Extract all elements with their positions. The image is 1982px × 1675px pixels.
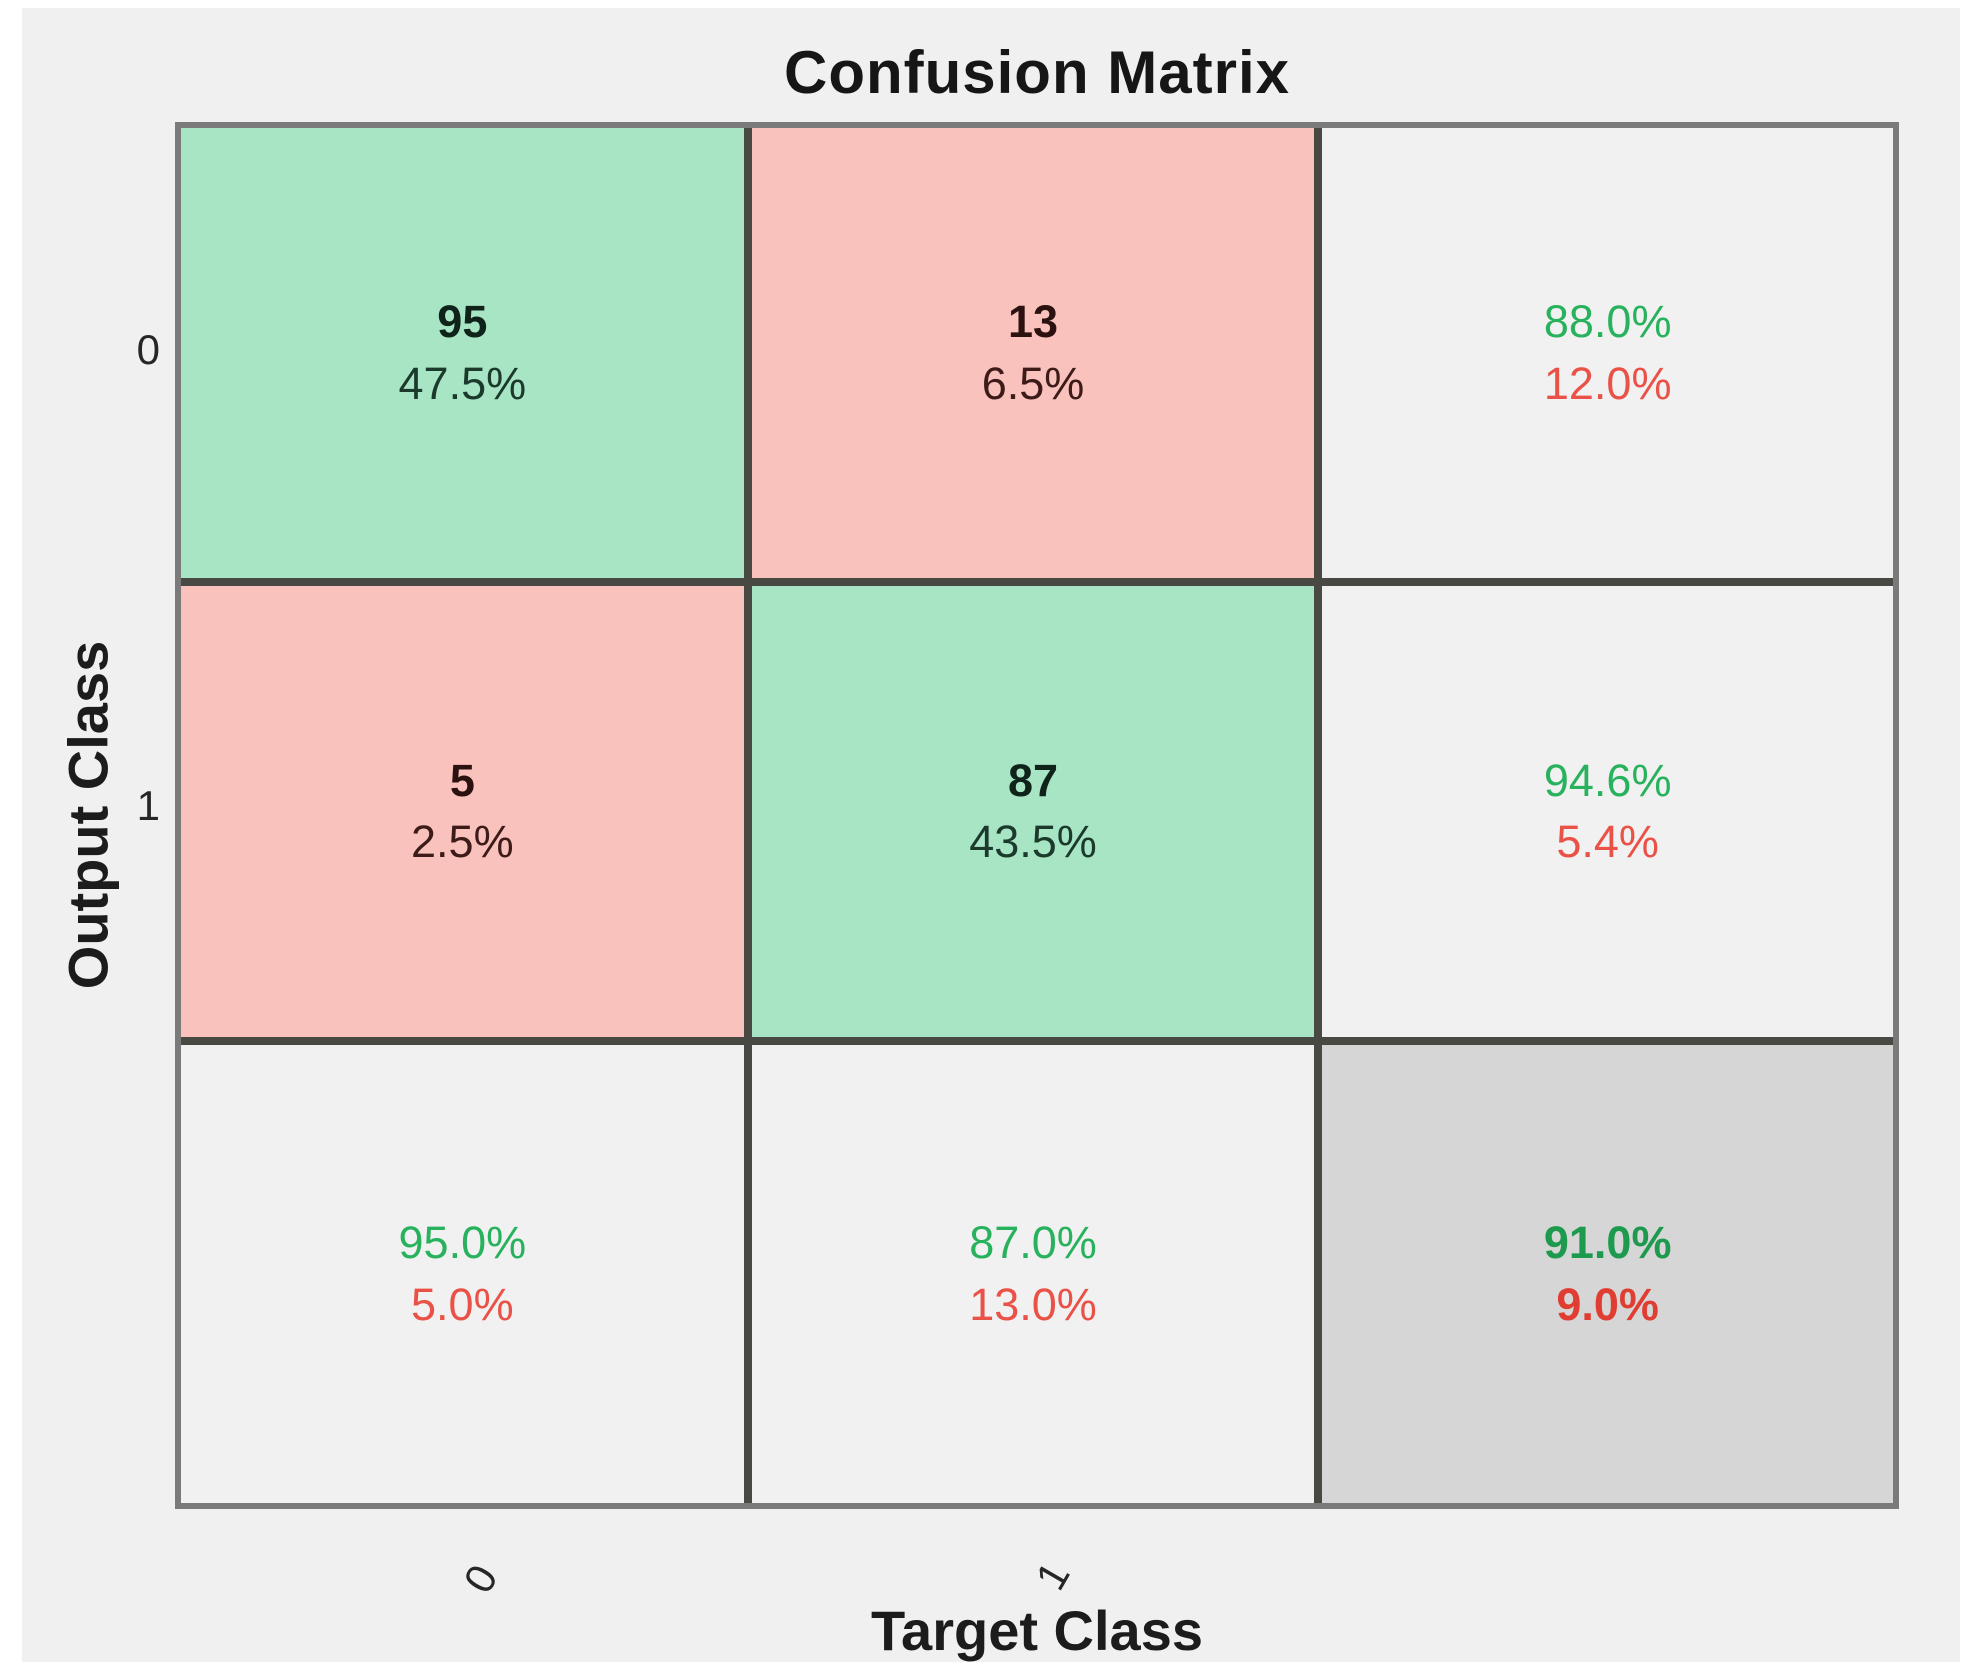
cell-incorrect-percent: 12.0% (1543, 358, 1672, 410)
cell-true-1-pred-1: 87 43.5% (751, 586, 1323, 1045)
cell-correct-percent: 91.0% (1543, 1217, 1672, 1269)
y-tick-1: 1 (136, 782, 160, 829)
cell-correct-percent: 95.0% (398, 1217, 527, 1269)
cell-count: 5 (449, 754, 475, 806)
y-tick-0: 0 (136, 326, 160, 373)
cell-overall-accuracy: 91.0% 9.0% (1322, 1044, 1893, 1503)
cell-true-0-pred-1: 5 2.5% (181, 586, 752, 1045)
cell-incorrect-percent: 9.0% (1556, 1278, 1659, 1330)
confusion-matrix-grid: 95 47.5% 13 6.5% 88.0% 12.0% 5 2.5% 87 4… (175, 122, 1899, 1509)
cell-incorrect-percent: 5.0% (411, 1278, 514, 1330)
cell-count: 87 (1007, 754, 1059, 806)
cell-incorrect-percent: 13.0% (969, 1278, 1097, 1330)
cell-correct-percent: 87.0% (969, 1217, 1097, 1269)
cell-count: 13 (1007, 296, 1059, 348)
cell-correct-percent: 88.0% (1543, 296, 1672, 348)
cell-correct-percent: 94.6% (1543, 754, 1672, 806)
cell-percent: 6.5% (981, 358, 1085, 410)
cell-count: 95 (437, 296, 488, 348)
cell-true-1-pred-0: 13 6.5% (751, 128, 1323, 587)
x-axis-label: Target Class (871, 1599, 1203, 1662)
cell-row-summary-1: 94.6% 5.4% (1322, 586, 1893, 1045)
cell-percent: 47.5% (398, 358, 527, 410)
cell-row-summary-0: 88.0% 12.0% (1322, 128, 1893, 587)
cell-percent: 43.5% (969, 816, 1097, 868)
cell-percent: 2.5% (411, 816, 514, 868)
cell-true-0-pred-0: 95 47.5% (181, 128, 752, 587)
cell-col-summary-0: 95.0% 5.0% (181, 1044, 752, 1503)
cell-incorrect-percent: 5.4% (1556, 816, 1659, 868)
cell-col-summary-1: 87.0% 13.0% (751, 1044, 1323, 1503)
chart-title: Confusion Matrix (784, 39, 1290, 106)
